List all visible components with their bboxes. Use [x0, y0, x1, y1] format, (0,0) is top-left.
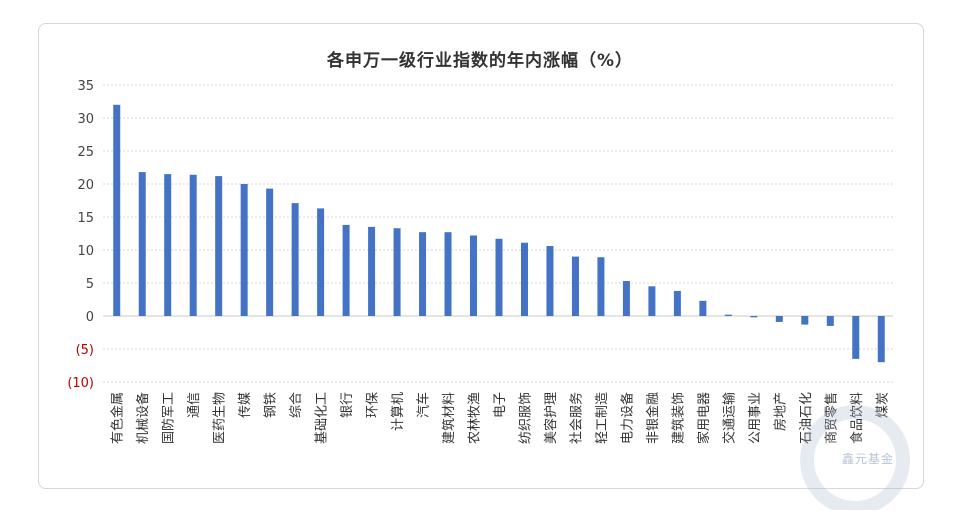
- bar-电力设备: [622, 281, 630, 316]
- x-tick-label: 传媒: [238, 392, 253, 418]
- bar-非银金融: [648, 286, 656, 316]
- bar-银行: [342, 224, 350, 316]
- x-tick-label: 通信: [187, 392, 202, 418]
- bar-医药生物: [215, 176, 223, 316]
- x-tick-label: 计算机: [391, 392, 406, 431]
- x-tick-label: 医药生物: [213, 392, 228, 444]
- bar-电子: [495, 238, 503, 316]
- x-tick-label: 交通运输: [721, 392, 737, 444]
- x-tick-label: 轻工制造: [595, 392, 610, 444]
- bar-通信: [189, 174, 197, 316]
- bar-家用电器: [699, 300, 707, 316]
- x-tick-label: 农林牧渔: [468, 392, 483, 444]
- y-tick-label: 25: [77, 145, 94, 160]
- y-tick-label: 35: [77, 79, 94, 94]
- x-tick-label: 基础化工: [315, 392, 330, 444]
- bar-美容护理: [546, 246, 554, 316]
- y-tick-label: 30: [77, 112, 94, 127]
- x-tick-label: 有色金属: [110, 392, 126, 444]
- bar-轻工制造: [597, 257, 605, 316]
- bar-基础化工: [317, 208, 325, 316]
- bar-商贸零售: [826, 316, 834, 326]
- bar-计算机: [393, 228, 401, 316]
- bar-纺织服饰: [520, 242, 528, 316]
- x-tick-label: 石油石化: [799, 392, 814, 444]
- bar-机械设备: [138, 172, 146, 316]
- x-tick-label: 美容护理: [543, 392, 559, 444]
- bar-建筑材料: [444, 232, 452, 316]
- bar-传媒: [240, 184, 248, 316]
- y-tick-label: 5: [86, 277, 94, 292]
- x-tick-label: 综合: [289, 392, 304, 418]
- bar-国防军工: [164, 174, 172, 316]
- x-tick-label: 煤炭: [875, 392, 890, 418]
- x-tick-label: 机械设备: [135, 392, 151, 444]
- bar-汽车: [419, 232, 427, 316]
- y-tick-label: 10: [77, 244, 94, 259]
- bar-建筑装饰: [673, 290, 681, 316]
- bar-交通运输: [724, 314, 732, 316]
- bar-房地产: [775, 316, 783, 322]
- x-tick-label: 建筑材料: [441, 392, 457, 444]
- y-tick-label: 20: [77, 178, 94, 193]
- y-tick-label: 15: [77, 211, 94, 226]
- x-tick-label: 食品饮料: [849, 392, 865, 444]
- chart-frame: [38, 23, 924, 489]
- bar-环保: [368, 226, 376, 316]
- x-tick-label: 钢铁: [264, 392, 279, 418]
- bar-钢铁: [266, 188, 274, 316]
- x-tick-label: 建筑装饰: [670, 392, 686, 444]
- x-tick-label: 家用电器: [696, 392, 712, 444]
- x-tick-label: 商贸零售: [823, 392, 839, 444]
- x-tick-label: 房地产: [772, 392, 788, 431]
- y-tick-label: (5): [76, 343, 94, 358]
- chart-title: 各申万一级行业指数的年内涨幅（%）: [326, 51, 634, 71]
- bar-公用事业: [750, 316, 758, 318]
- bar-社会服务: [571, 256, 579, 316]
- x-tick-label: 电力设备: [619, 392, 635, 444]
- logo-watermark-icon: [800, 405, 910, 510]
- x-tick-label: 电子: [493, 392, 508, 418]
- bar-农林牧渔: [470, 235, 478, 316]
- x-tick-label: 公用事业: [748, 392, 763, 444]
- bar-有色金属: [113, 104, 121, 316]
- x-tick-label: 社会服务: [568, 392, 584, 444]
- x-tick-label: 纺织服饰: [518, 392, 533, 444]
- watermark-text: 鑫元基金: [842, 452, 895, 466]
- x-tick-label: 银行: [340, 392, 355, 418]
- x-tick-label: 国防军工: [161, 392, 177, 444]
- x-tick-label: 环保: [366, 392, 381, 418]
- x-tick-label: 汽车: [416, 392, 432, 418]
- bar-石油石化: [801, 316, 809, 325]
- bar-煤炭: [877, 316, 885, 363]
- y-tick-label: (10): [67, 376, 94, 391]
- x-tick-label: 非银金融: [645, 392, 661, 444]
- bar-食品饮料: [852, 316, 860, 359]
- bar-综合: [291, 203, 299, 316]
- y-tick-label: 0: [86, 310, 94, 325]
